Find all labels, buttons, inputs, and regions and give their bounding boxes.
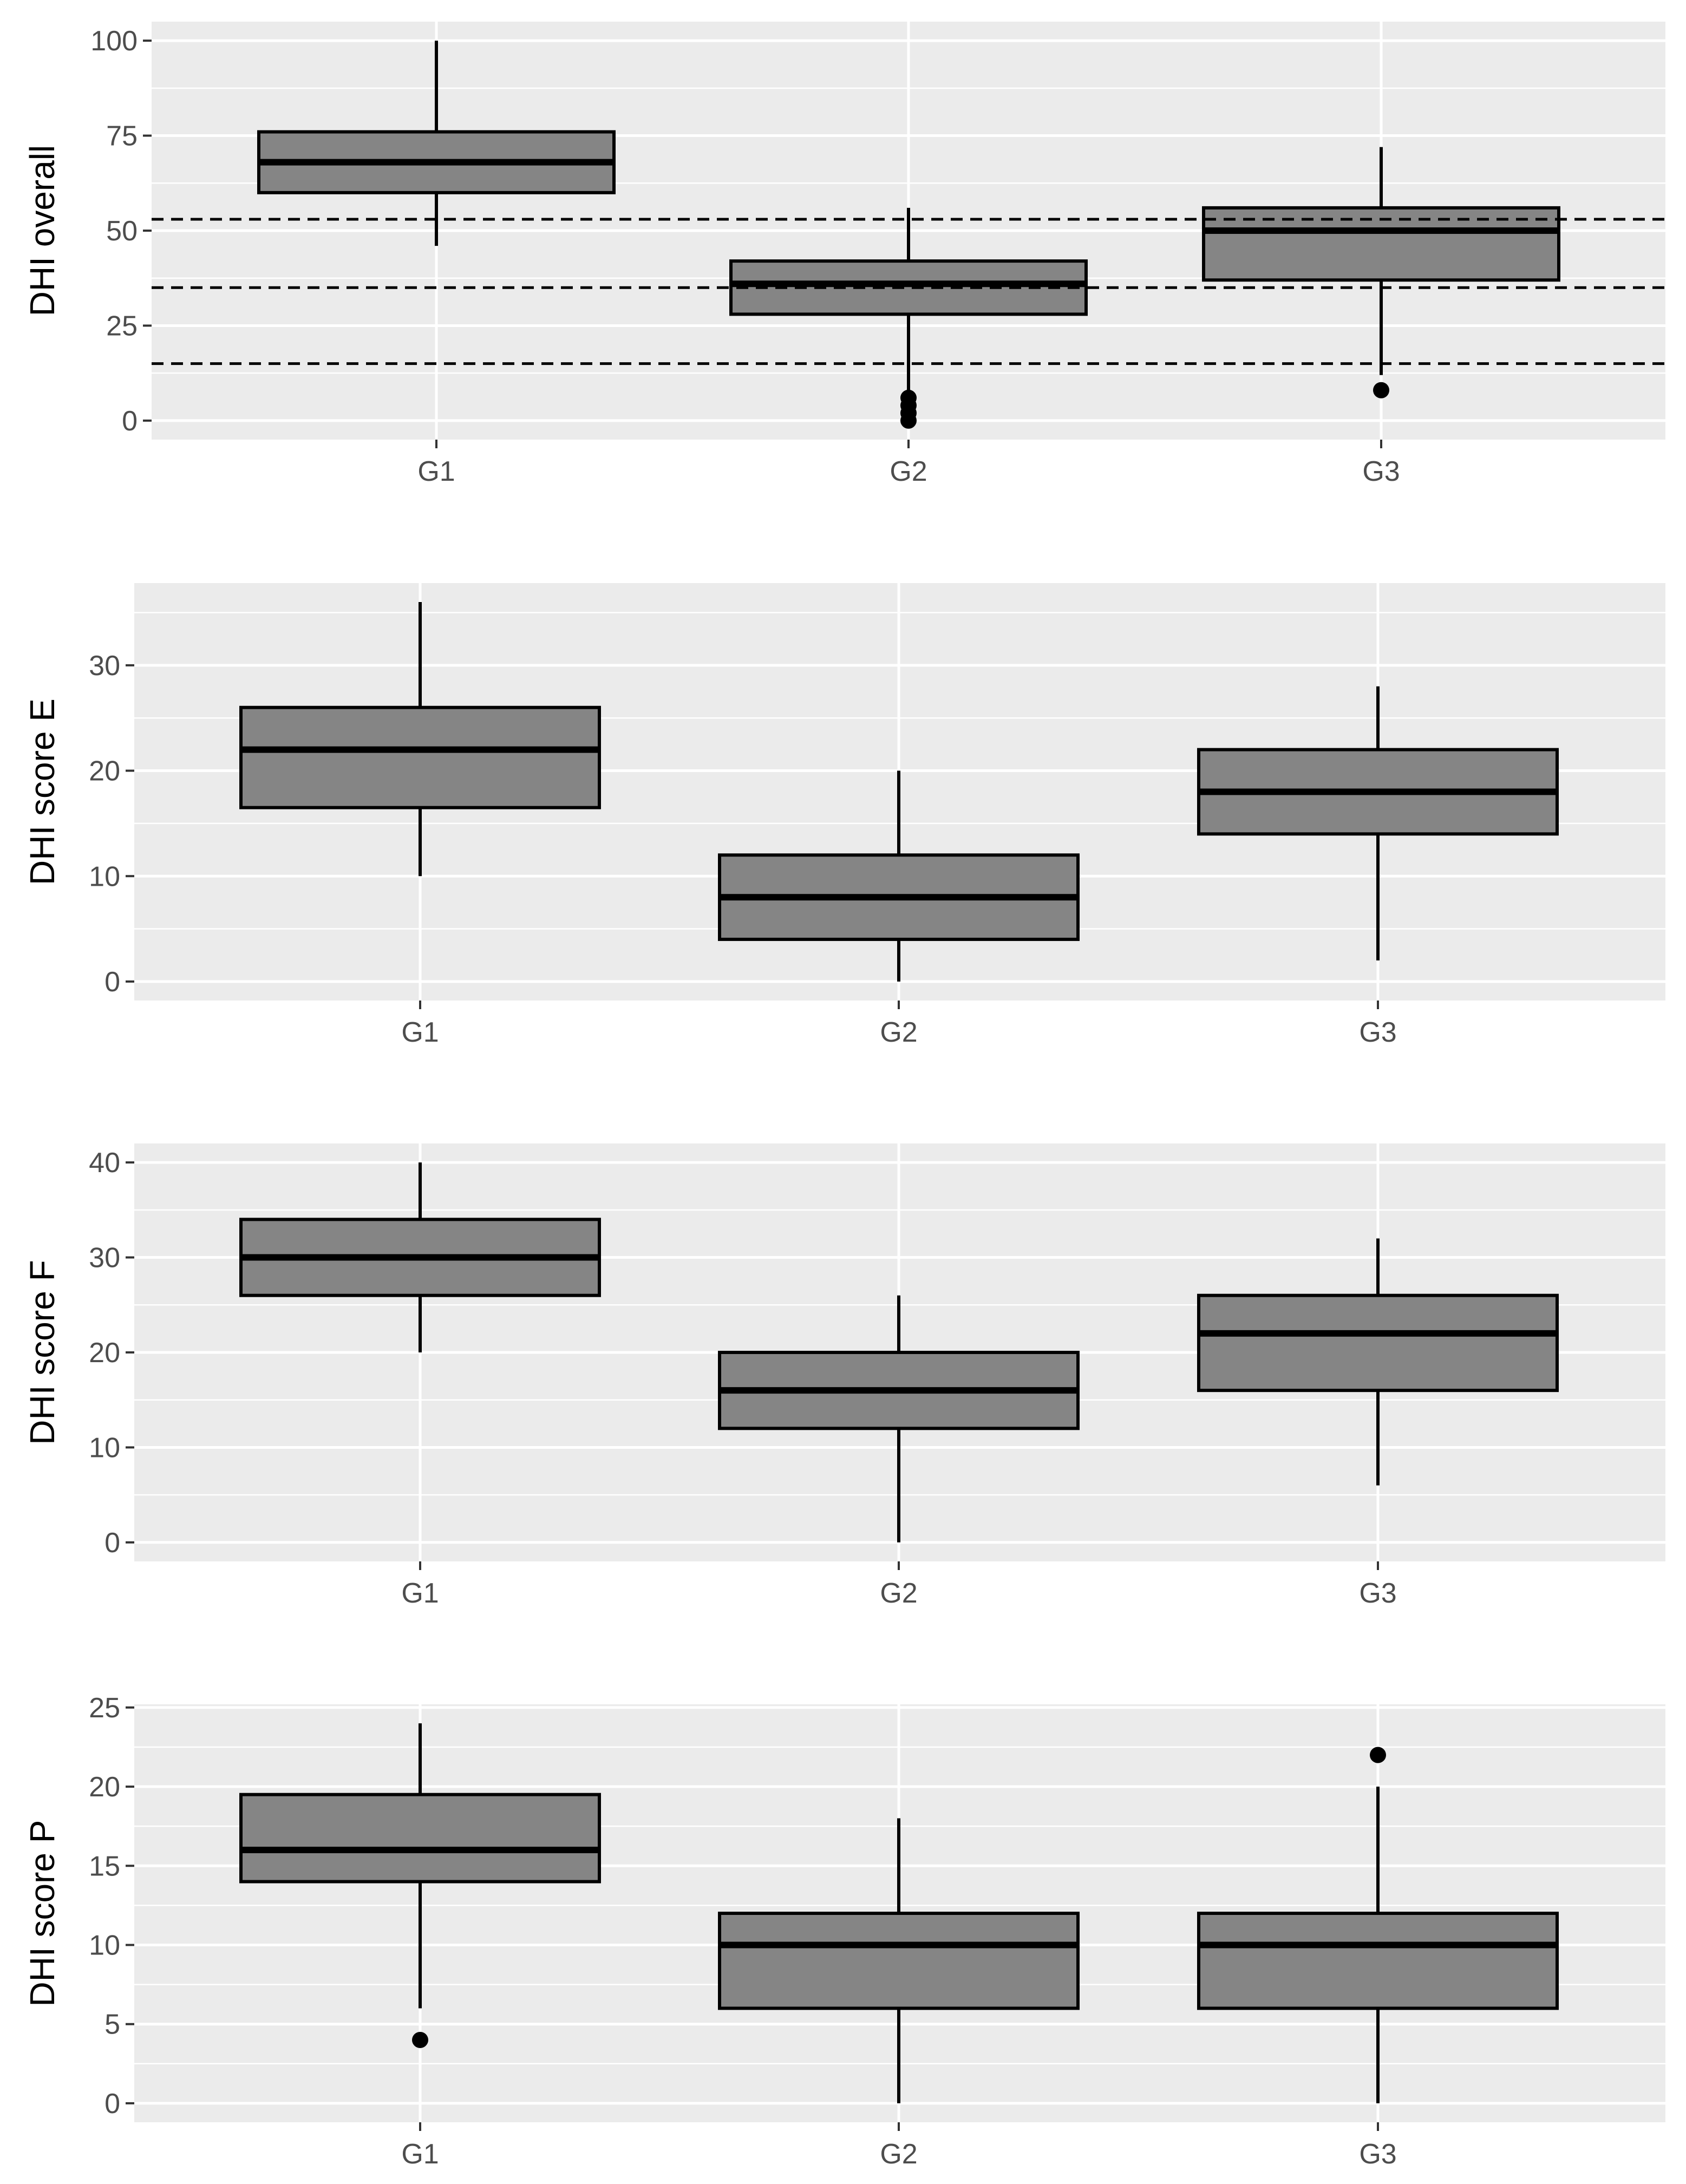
box-G3 xyxy=(1197,686,1559,961)
box-G1 xyxy=(239,1723,601,2048)
y-axis-title: DHI overall xyxy=(23,145,62,317)
y-tick-label: 20 xyxy=(89,756,120,787)
x-tick-label: G3 xyxy=(1359,1017,1396,1048)
y-tick-label: 0 xyxy=(104,966,120,998)
box-G3 xyxy=(1197,1747,1559,2103)
box-G1 xyxy=(257,41,616,246)
x-tick-label: G1 xyxy=(417,456,455,487)
x-tick-label: G2 xyxy=(880,1017,917,1048)
x-tick-label: G3 xyxy=(1362,456,1400,487)
x-tick-label: G2 xyxy=(890,456,927,487)
panel-1: 0 25 50 75 100 G1 G2 G3 DHI overall xyxy=(23,22,1665,487)
y-tick-label: 10 xyxy=(89,1432,120,1463)
x-tick-label: G1 xyxy=(401,1017,439,1048)
y-tick-label: 100 xyxy=(90,25,138,57)
box-G1 xyxy=(239,602,601,877)
iqr-box xyxy=(718,1912,1080,2010)
panel-2: 0 10 20 30 G1 G2 G3 DHI score E xyxy=(23,583,1665,1048)
y-tick-label: 75 xyxy=(106,121,138,152)
x-tick-label: G1 xyxy=(401,1578,439,1609)
y-tick-label: 20 xyxy=(89,1771,120,1803)
y-tick-label: 15 xyxy=(89,1850,120,1882)
y-tick-label: 5 xyxy=(104,2009,120,2041)
outlier-point xyxy=(1373,382,1389,398)
x-tick-label: G3 xyxy=(1359,1578,1396,1609)
y-tick-label: 10 xyxy=(89,861,120,892)
outlier-point xyxy=(412,2031,428,2048)
box-G3 xyxy=(1197,1238,1559,1486)
box-G1 xyxy=(239,1162,601,1352)
iqr-box xyxy=(239,705,601,809)
y-axis-title: DHI score P xyxy=(23,1820,62,2007)
box-G2 xyxy=(718,1818,1080,2103)
iqr-box xyxy=(239,1793,601,1884)
x-tick-label: G3 xyxy=(1359,2139,1396,2170)
panel-3: 0 10 20 30 40 G1 G2 G3 DHI score F xyxy=(23,1143,1665,1609)
y-tick-label: 20 xyxy=(89,1337,120,1369)
box-G2 xyxy=(729,207,1088,429)
y-tick-label: 10 xyxy=(89,1930,120,1961)
y-tick-label: 40 xyxy=(89,1147,120,1179)
x-tick-label: G2 xyxy=(880,2139,917,2170)
box-G2 xyxy=(718,770,1080,982)
iqr-box xyxy=(729,259,1088,316)
panel-4: 0 5 10 15 20 25 G1 G2 G3 DHI score P xyxy=(23,1692,1665,2170)
iqr-box xyxy=(1197,1912,1559,2010)
outlier-point xyxy=(900,389,917,406)
y-axis-title: DHI score E xyxy=(23,698,62,885)
y-tick-label: 0 xyxy=(122,406,138,437)
y-tick-label: 0 xyxy=(104,2088,120,2120)
iqr-box xyxy=(1197,1293,1559,1392)
outlier-point xyxy=(1370,1747,1386,1763)
y-tick-label: 50 xyxy=(106,215,138,247)
y-tick-label: 25 xyxy=(89,1692,120,1724)
x-tick-label: G1 xyxy=(401,2139,439,2170)
x-tick-label: G2 xyxy=(880,1578,917,1609)
y-tick-label: 30 xyxy=(89,650,120,682)
y-axis-title: DHI score F xyxy=(23,1260,62,1444)
y-tick-label: 0 xyxy=(104,1527,120,1559)
y-tick-label: 25 xyxy=(106,310,138,342)
box-G2 xyxy=(718,1295,1080,1542)
y-tick-label: 30 xyxy=(89,1243,120,1274)
